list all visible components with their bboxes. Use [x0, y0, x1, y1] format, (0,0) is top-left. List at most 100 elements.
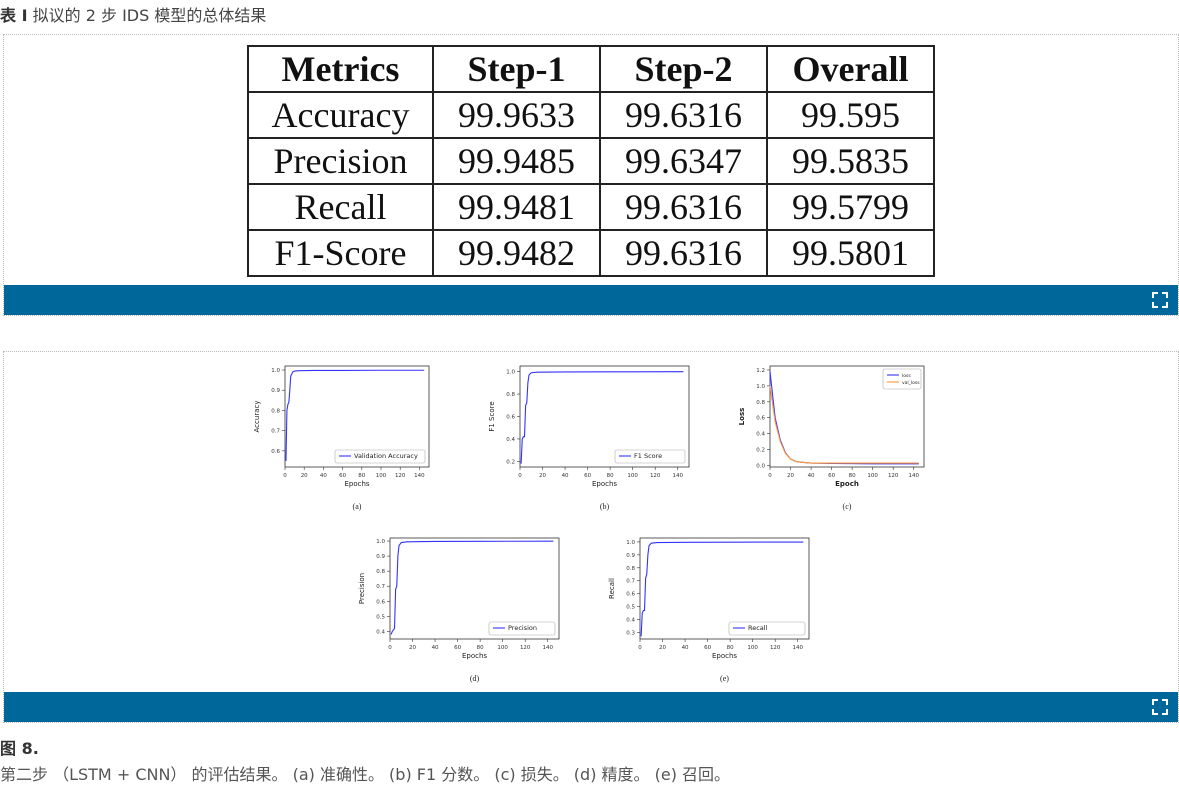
subfigure-label: (b): [600, 502, 610, 511]
subfigure-chart: 0 20 40 60 80 100 120 140 0.2 0.4 0.6 0.8 1.0 Epochs F…: [488, 365, 690, 511]
x-tick-label: 20: [787, 473, 794, 479]
metrics-table: Metrics Step-1 Step-2 Overall Accuracy 9…: [247, 45, 935, 277]
table-cell: 99.6316: [599, 91, 768, 139]
subfigure-chart: 0 20 40 60 80 100 120 140 0.6 0.7 0.8 0.9 1.0 Epochs A…: [253, 365, 430, 511]
table-header-cell: Step-1: [432, 45, 601, 93]
table-cell: 99.9485: [432, 137, 601, 185]
table-cell: 99.6316: [599, 183, 768, 231]
table-caption-text: 拟议的 2 步 IDS 模型的总体结果: [32, 6, 267, 25]
x-tick-label: 80: [477, 645, 484, 651]
subfigure-label: (a): [353, 502, 362, 511]
y-tick-label: 0.5: [376, 614, 385, 620]
y-tick-label: 1.2: [756, 368, 765, 374]
y-tick-label: 0.7: [376, 584, 385, 590]
x-tick-label: 120: [770, 645, 781, 651]
y-axis-label: Accuracy: [253, 401, 261, 433]
x-tick-label: 40: [320, 473, 327, 479]
y-tick-label: 0.4: [376, 629, 385, 635]
x-tick-label: 140: [414, 473, 425, 479]
x-tick-label: 100: [497, 645, 508, 651]
table-cell: 99.9633: [432, 91, 601, 139]
table-header-row: Metrics Step-1 Step-2 Overall: [247, 45, 935, 93]
x-tick-label: 60: [584, 473, 591, 479]
x-tick-label: 80: [358, 473, 365, 479]
x-tick-label: 100: [747, 645, 758, 651]
table-cell: Recall: [247, 183, 434, 231]
subfigure-chart: 0 20 40 60 80 100 120 140 0.4 0.5 0.6 0.7 0.8 0.9 1.0 E…: [358, 537, 560, 683]
table-row: F1-Score 99.9482 99.6316 99.5801: [247, 229, 935, 277]
y-tick-label: 0.6: [506, 415, 515, 421]
legend-box: [334, 449, 426, 464]
y-axis-label: Precision: [358, 573, 366, 604]
x-tick-label: 60: [704, 645, 711, 651]
x-tick-label: 80: [849, 473, 856, 479]
table-row: Accuracy 99.9633 99.6316 99.595: [247, 91, 935, 139]
table-cell: 99.9481: [432, 183, 601, 231]
x-tick-label: 0: [638, 645, 642, 651]
y-tick-label: 0.6: [271, 449, 280, 455]
series-line: [390, 540, 554, 635]
series-line: [769, 385, 919, 464]
y-tick-label: 0.8: [271, 408, 280, 414]
legend-label: Recall: [748, 624, 768, 632]
table-cell: 99.5835: [766, 137, 935, 185]
x-tick-label: 100: [376, 473, 387, 479]
x-tick-label: 80: [727, 645, 734, 651]
legend-label: F1 Score: [634, 452, 662, 460]
table-caption: 表 I 拟议的 2 步 IDS 模型的总体结果: [0, 2, 266, 26]
y-tick-label: 0.9: [376, 554, 385, 560]
table-row: Recall 99.9481 99.6316 99.5799: [247, 183, 935, 231]
x-tick-label: 140: [542, 645, 553, 651]
legend-box: [882, 368, 922, 390]
x-axis-label: Epochs: [462, 652, 487, 660]
x-tick-label: 0: [768, 473, 772, 479]
table-cell: Accuracy: [247, 91, 434, 139]
x-tick-label: 0: [518, 473, 522, 479]
x-tick-label: 140: [672, 473, 683, 479]
y-tick-label: 0.8: [756, 400, 765, 406]
x-tick-label: 20: [659, 645, 666, 651]
x-axis-label: Epoch: [835, 480, 859, 488]
y-tick-label: 0.4: [756, 432, 765, 438]
x-tick-label: 40: [562, 473, 569, 479]
table-cell: 99.6316: [599, 229, 768, 277]
fullscreen-icon[interactable]: [1152, 699, 1168, 715]
x-axis-label: Epochs: [592, 480, 617, 488]
y-tick-label: 0.8: [506, 392, 515, 398]
legend-box: [488, 621, 556, 636]
x-tick-label: 0: [283, 473, 287, 479]
table-cell: F1-Score: [247, 229, 434, 277]
subfigure-chart: 0 20 40 60 80 100 120 140 0.3 0.4 0.5 0.6 0.7 0.8 0.9 1…: [608, 537, 810, 683]
subfigure-label: (e): [720, 674, 729, 683]
y-tick-label: 0.6: [756, 416, 765, 422]
y-axis-label: Recall: [608, 578, 616, 599]
subfigure-label: (d): [470, 674, 480, 683]
table-header-cell: Overall: [766, 45, 935, 93]
table-cell: 99.5799: [766, 183, 935, 231]
x-tick-label: 100: [867, 473, 878, 479]
table-toolbar: [4, 285, 1178, 315]
table-cell: 99.595: [766, 91, 935, 139]
table-cell: 99.6347: [599, 137, 768, 185]
figure-toolbar: [4, 692, 1178, 722]
table-header-cell: Metrics: [247, 45, 434, 93]
y-tick-label: 0.9: [626, 553, 635, 559]
table-cell: Precision: [247, 137, 434, 185]
y-tick-label: 0.5: [626, 605, 635, 611]
x-tick-label: 140: [792, 645, 803, 651]
table-cell: 99.9482: [432, 229, 601, 277]
x-tick-label: 20: [301, 473, 308, 479]
x-tick-label: 20: [409, 645, 416, 651]
fullscreen-icon[interactable]: [1152, 292, 1168, 308]
legend-label: val_loss: [902, 380, 920, 386]
figure-panel: 0 20 40 60 80 100 120 140 0.6 0.7 0.8 0.9 1.0 Epochs A…: [3, 351, 1179, 723]
x-tick-label: 120: [888, 473, 899, 479]
y-tick-label: 0.4: [626, 618, 635, 624]
y-tick-label: 1.0: [506, 370, 515, 376]
y-axis-label: Loss: [738, 408, 746, 426]
y-tick-label: 0.7: [626, 579, 635, 585]
y-tick-label: 0.2: [506, 459, 515, 465]
series-line: [640, 541, 804, 637]
table-caption-label: 表 I: [0, 6, 28, 25]
subfigure-label: (c): [843, 502, 852, 511]
